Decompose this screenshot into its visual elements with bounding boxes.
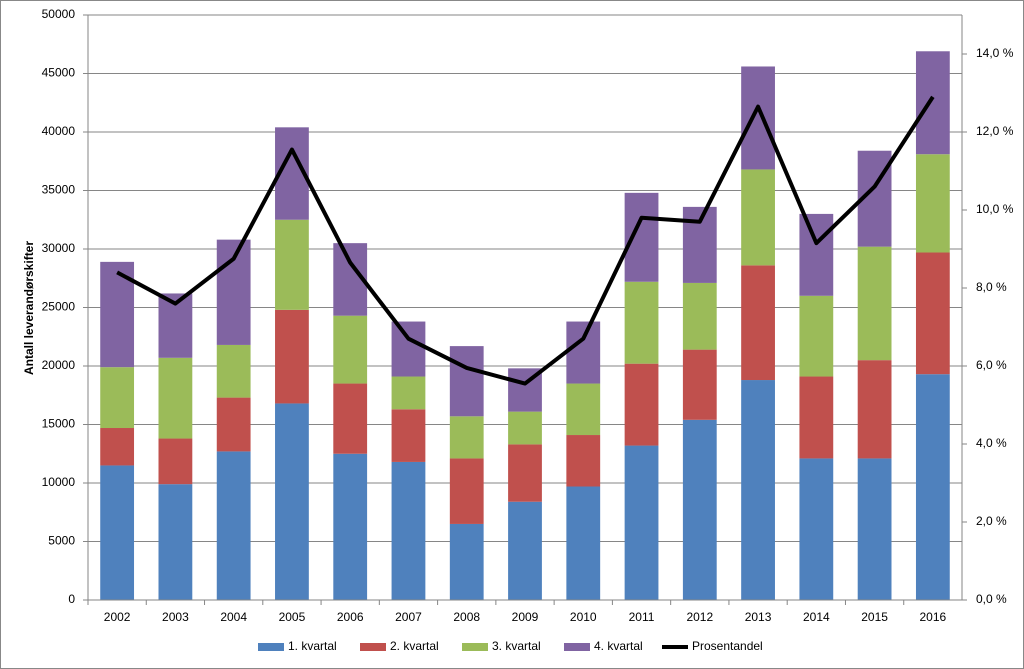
bar: [333, 315, 368, 384]
y2-tick-label: 0,0 %: [976, 592, 1007, 606]
y2-tick-label: 12,0 %: [976, 124, 1014, 138]
y-tick-label: 25000: [42, 300, 76, 314]
y-tick-label: 10000: [42, 475, 76, 489]
bar: [799, 376, 834, 459]
x-tick-label: 2011: [629, 610, 655, 624]
bar: [566, 383, 601, 436]
bar: [566, 321, 601, 384]
bar: [449, 458, 484, 524]
legend-label: 4. kvartal: [594, 639, 643, 653]
bar: [333, 453, 368, 600]
bar: [741, 66, 775, 170]
bar: [275, 219, 309, 310]
y2-tick-label: 6,0 %: [976, 358, 1007, 372]
bar: [857, 458, 892, 600]
bar: [682, 349, 717, 420]
bar: [158, 484, 193, 600]
legend-swatch: [564, 643, 590, 651]
bar: [857, 360, 892, 459]
bar: [799, 295, 834, 377]
bar: [275, 403, 309, 600]
bar: [100, 428, 135, 466]
bar: [216, 451, 251, 600]
bar: [391, 321, 426, 377]
x-tick-label: 2004: [220, 610, 247, 624]
legend-swatch: [360, 643, 386, 651]
x-tick-label: 2014: [803, 610, 830, 624]
y2-tick-label: 8,0 %: [976, 280, 1007, 294]
legend-swatch: [462, 643, 488, 651]
y2-tick-label: 10,0 %: [976, 202, 1014, 216]
bar: [799, 458, 834, 600]
bar: [333, 383, 368, 454]
x-tick-label: 2010: [570, 610, 597, 624]
bar: [566, 435, 601, 487]
bar: [682, 419, 717, 600]
x-tick-label: 2006: [337, 610, 364, 624]
bar: [741, 169, 775, 266]
bar: [216, 397, 251, 452]
bar: [741, 265, 775, 381]
bar: [391, 461, 426, 600]
bar: [741, 380, 775, 600]
bar: [391, 376, 426, 410]
bar: [566, 486, 601, 600]
x-tick-label: 2005: [279, 610, 306, 624]
bar: [624, 192, 659, 282]
x-tick-label: 2008: [453, 610, 480, 624]
legend-label: 3. kvartal: [492, 639, 541, 653]
bar: [158, 438, 193, 485]
bar: [624, 445, 659, 600]
bar: [449, 346, 484, 417]
y-tick-label: 30000: [42, 241, 76, 255]
x-tick-label: 2013: [745, 610, 772, 624]
bar: [275, 309, 309, 404]
bar: [857, 246, 892, 361]
bar: [915, 51, 950, 155]
x-tick-label: 2002: [104, 610, 131, 624]
y-tick-label: 45000: [42, 66, 76, 80]
bar: [100, 465, 135, 600]
bar: [100, 367, 135, 429]
bar: [915, 154, 950, 253]
y-tick-label: 50000: [42, 7, 76, 21]
y-tick-label: 20000: [42, 358, 76, 372]
bar: [915, 374, 950, 600]
legend-label: 2. kvartal: [390, 639, 439, 653]
bar: [624, 363, 659, 446]
bar: [216, 344, 251, 398]
y-tick-label: 40000: [42, 124, 76, 138]
y-tick-label: 15000: [42, 417, 76, 431]
legend-label: Prosentandel: [692, 639, 763, 653]
y-tick-label: 5000: [48, 534, 75, 548]
x-tick-label: 2003: [162, 610, 189, 624]
x-tick-label: 2015: [861, 610, 888, 624]
y2-tick-label: 14,0 %: [976, 46, 1014, 60]
bar: [508, 501, 542, 600]
y-axis-label: Antall leverandørskifter: [22, 241, 36, 375]
legend-swatch: [258, 643, 284, 651]
bar: [158, 357, 193, 439]
bar: [915, 252, 950, 375]
bar: [682, 282, 717, 350]
x-tick-label: 2009: [512, 610, 539, 624]
x-tick-label: 2007: [395, 610, 422, 624]
line: [116, 95, 935, 386]
x-tick-label: 2016: [920, 610, 947, 624]
bar: [391, 409, 426, 462]
x-tick-label: 2012: [686, 610, 713, 624]
bar: [624, 281, 659, 364]
bar: [508, 444, 542, 502]
y2-tick-label: 4,0 %: [976, 436, 1007, 450]
y-tick-label: 0: [68, 592, 75, 606]
bar: [799, 213, 834, 296]
bar: [449, 523, 484, 600]
y-tick-label: 35000: [42, 183, 76, 197]
bar: [449, 416, 484, 459]
legend-label: 1. kvartal: [288, 639, 337, 653]
y2-tick-label: 2,0 %: [976, 514, 1007, 528]
bar: [508, 411, 542, 445]
